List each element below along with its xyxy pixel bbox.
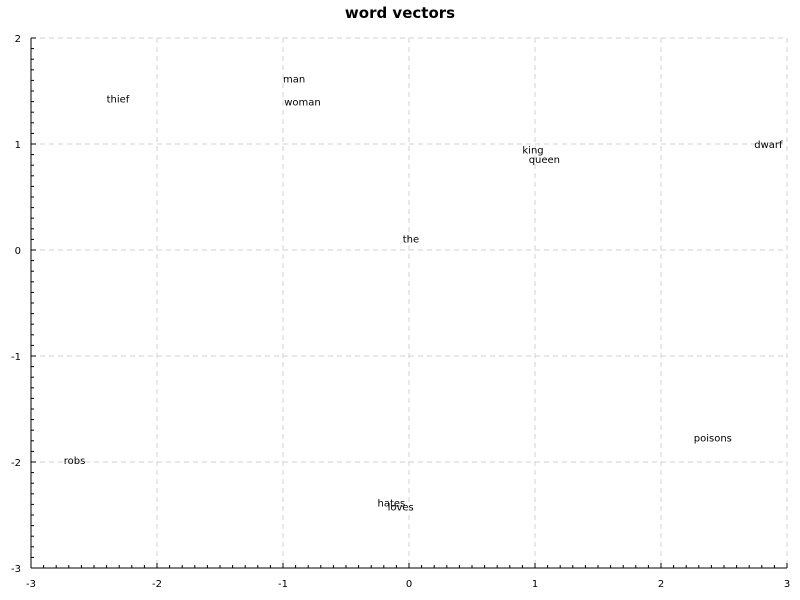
point-label-poisons: poisons: [694, 434, 732, 445]
point-label-king: king: [522, 145, 543, 156]
point-label-hates: hates: [378, 498, 406, 509]
point-label-dwarf: dwarf: [754, 140, 783, 151]
y-tick-label: -3: [11, 564, 21, 575]
chart-title: word vectors: [344, 4, 456, 22]
y-tick-label: 1: [15, 140, 21, 151]
point-label-queen: queen: [529, 155, 560, 166]
point-label-thief: thief: [107, 94, 130, 105]
point-label-woman: woman: [284, 98, 321, 109]
x-tick-label: 3: [784, 579, 790, 590]
y-tick-label: -1: [11, 352, 21, 363]
point-label-loves: loves: [388, 503, 414, 514]
x-tick-label: -3: [26, 579, 36, 590]
y-tick-label: 2: [15, 34, 21, 45]
y-tick-label: 0: [15, 246, 21, 257]
point-label-robs: robs: [64, 456, 86, 467]
x-tick-label: -1: [278, 579, 288, 590]
x-tick-label: -2: [152, 579, 162, 590]
x-tick-label: 2: [658, 579, 664, 590]
point-label-the: the: [403, 234, 419, 245]
y-tick-label: -2: [11, 458, 21, 469]
point-label-man: man: [283, 74, 305, 85]
x-tick-label: 1: [532, 579, 538, 590]
x-tick-label: 0: [406, 579, 412, 590]
